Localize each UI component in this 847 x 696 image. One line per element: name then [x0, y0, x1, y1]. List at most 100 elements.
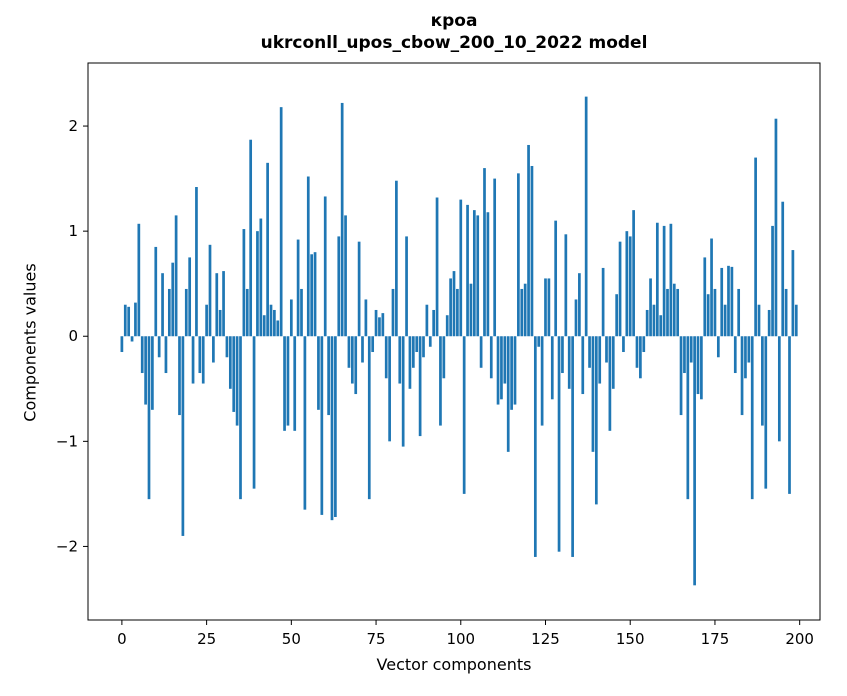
- bar: [649, 278, 652, 337]
- bar: [476, 215, 480, 337]
- bar: [289, 299, 293, 337]
- bar: [676, 288, 680, 337]
- bar: [459, 199, 463, 337]
- bar: [337, 236, 341, 337]
- bar: [249, 139, 253, 337]
- bar: [300, 288, 303, 337]
- bar: [428, 336, 432, 347]
- x-tick-label: 50: [282, 630, 301, 648]
- bar: [422, 336, 425, 358]
- bar: [740, 336, 744, 416]
- bar: [727, 265, 730, 337]
- bar: [635, 336, 639, 368]
- bar: [625, 231, 629, 337]
- bar: [645, 309, 649, 337]
- bar: [486, 212, 490, 337]
- bar: [445, 315, 449, 337]
- x-tick-label: 0: [117, 630, 127, 648]
- bar: [361, 336, 364, 363]
- bar: [737, 288, 741, 337]
- bar: [527, 144, 530, 337]
- bar: [123, 304, 127, 337]
- bar: [232, 336, 236, 412]
- bar: [618, 241, 622, 337]
- x-tick-label: 75: [367, 630, 386, 648]
- bar: [510, 336, 513, 410]
- bar: [252, 336, 256, 489]
- x-axis-label: Vector components: [376, 655, 532, 674]
- bar: [662, 225, 666, 337]
- bar: [157, 336, 161, 358]
- bar: [523, 283, 527, 337]
- bar: [310, 254, 314, 337]
- bar: [774, 118, 778, 337]
- bar: [235, 336, 239, 426]
- bar: [330, 336, 334, 521]
- bar: [435, 197, 439, 337]
- bar: [334, 336, 337, 518]
- bar: [496, 336, 500, 405]
- bar: [340, 102, 344, 337]
- bar: [415, 336, 419, 353]
- x-tick-label: 125: [531, 630, 560, 648]
- bar: [764, 336, 768, 489]
- chart-title-word: кроа: [430, 11, 478, 31]
- bar: [456, 288, 459, 337]
- bar: [208, 244, 212, 337]
- x-tick-label: 25: [197, 630, 216, 648]
- bar: [452, 271, 456, 337]
- bar: [530, 165, 534, 337]
- bar: [788, 336, 791, 494]
- bar: [408, 336, 412, 389]
- bar: [781, 201, 785, 337]
- bar: [273, 309, 276, 337]
- bar: [554, 220, 558, 337]
- bar: [517, 173, 520, 337]
- bar: [652, 304, 656, 337]
- bar: [350, 336, 354, 384]
- bar: [557, 336, 561, 552]
- bar: [218, 309, 222, 337]
- bar: [364, 299, 368, 337]
- bar: [432, 309, 436, 337]
- bar: [154, 246, 158, 337]
- bar: [171, 262, 175, 337]
- bar: [683, 336, 686, 374]
- bar: [317, 336, 320, 410]
- bar: [418, 336, 422, 437]
- bar: [703, 257, 707, 337]
- bar: [256, 231, 259, 337]
- chart-title-model: ukrconll_upos_cbow_200_10_2022 model: [260, 33, 648, 53]
- bar: [520, 288, 524, 337]
- bar: [161, 273, 164, 337]
- bar: [686, 336, 690, 500]
- bar: [564, 234, 568, 337]
- bar: [754, 157, 757, 337]
- bar: [147, 336, 151, 500]
- bar: [513, 336, 517, 405]
- bar: [313, 252, 317, 337]
- bar: [212, 336, 215, 363]
- bar: [533, 336, 537, 557]
- bar: [293, 336, 297, 431]
- x-tick-label: 150: [616, 630, 645, 648]
- bar: [401, 336, 405, 447]
- bar: [669, 223, 673, 337]
- bar: [167, 288, 171, 337]
- bar: [761, 336, 764, 426]
- y-tick-label: 2: [68, 117, 78, 135]
- bar: [544, 278, 547, 337]
- bar: [127, 306, 131, 337]
- bar: [723, 304, 727, 337]
- bar: [164, 336, 168, 374]
- bar: [639, 336, 642, 379]
- bar: [747, 336, 751, 363]
- bar: [466, 204, 469, 337]
- bar: [198, 336, 202, 374]
- bar: [594, 336, 598, 505]
- bar: [181, 336, 185, 536]
- bar: [228, 336, 232, 389]
- bar: [388, 336, 391, 442]
- bar: [201, 336, 205, 384]
- bar: [622, 336, 625, 353]
